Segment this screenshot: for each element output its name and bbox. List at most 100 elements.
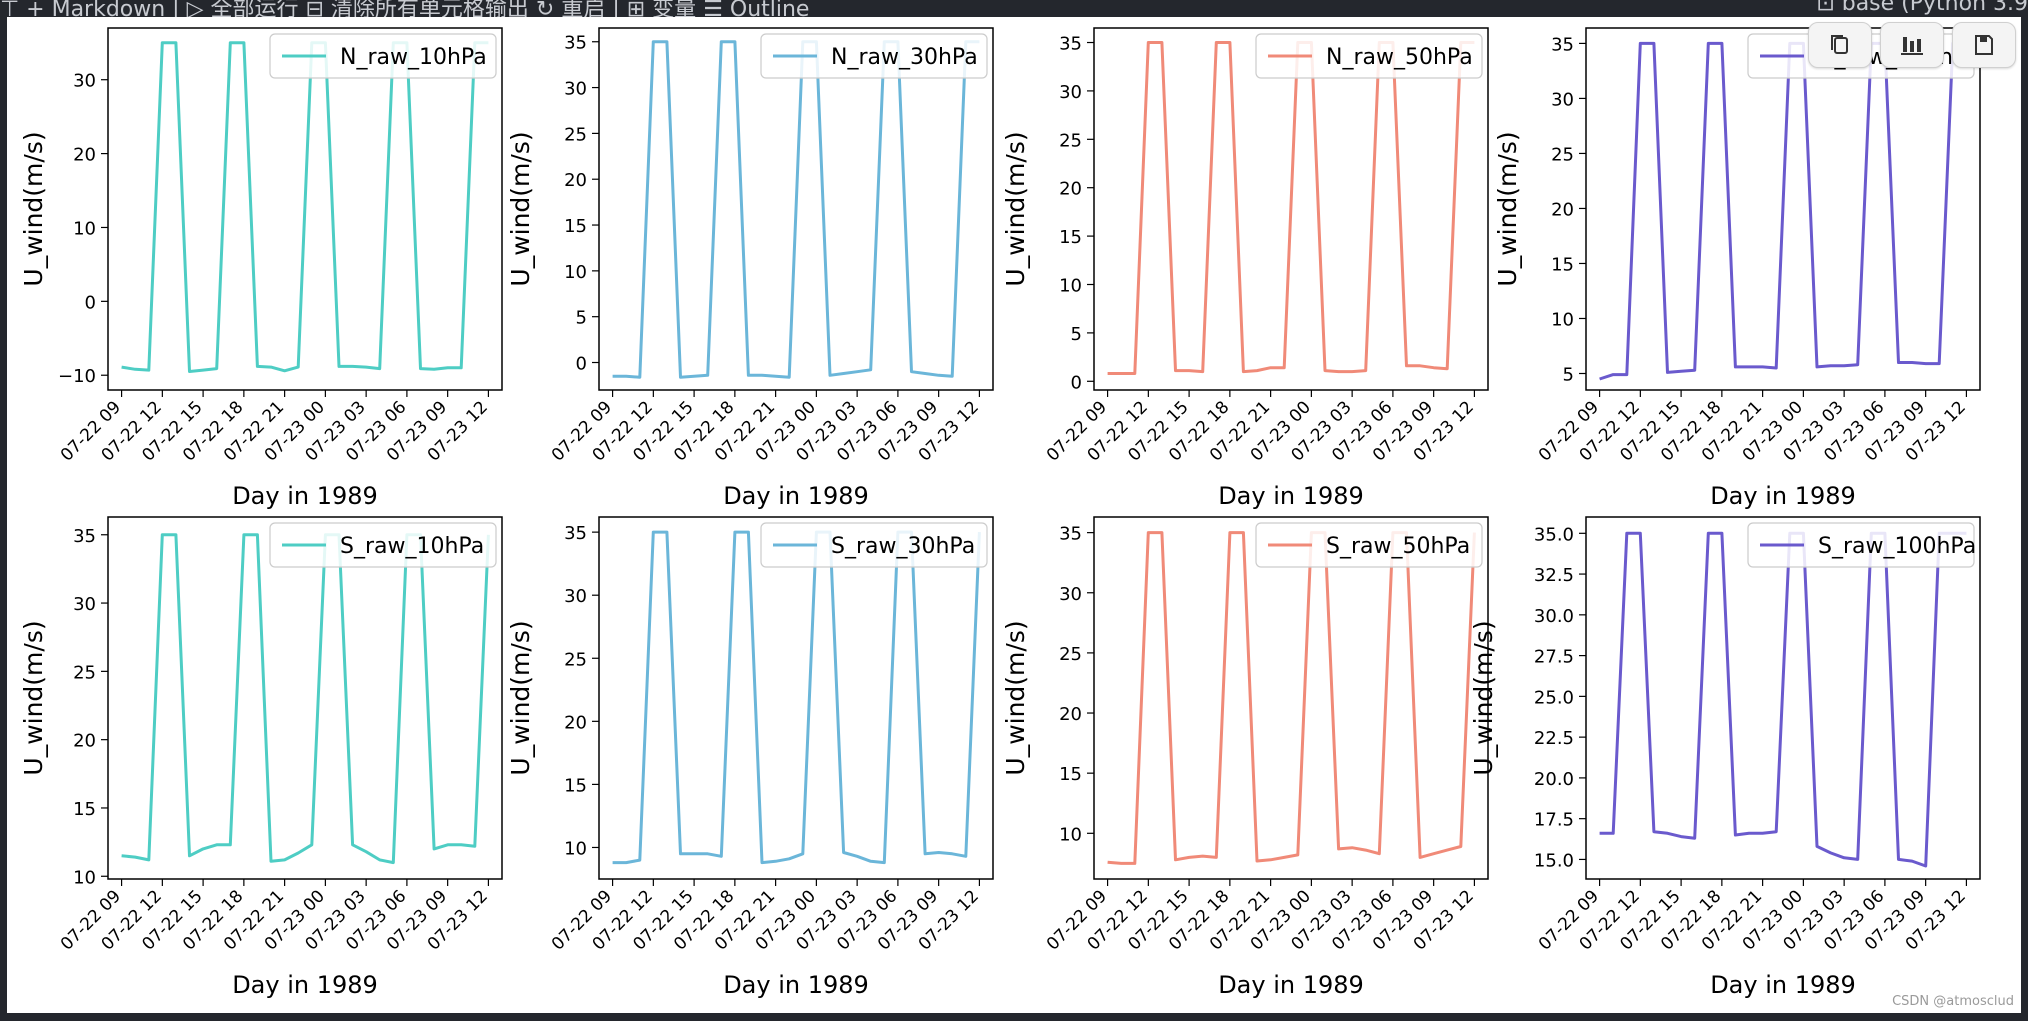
series-line xyxy=(1599,531,1967,868)
legend-box xyxy=(269,522,497,568)
y-tick-label: 10 xyxy=(73,867,96,888)
y-tick-label: 25 xyxy=(564,124,587,145)
y-tick-label: 25 xyxy=(564,649,587,670)
series-line xyxy=(1107,41,1475,375)
x-axis-label: Day in 1989 xyxy=(1218,971,1364,999)
y-tick-label: 15.0 xyxy=(1534,850,1574,871)
legend-label: N_raw_10hPa xyxy=(340,45,487,70)
legend-label: S_raw_100hPa xyxy=(1818,534,1976,559)
y-axis-label: U_wind(m/s) xyxy=(1001,620,1030,775)
legend-box xyxy=(1255,33,1483,79)
y-tick-label: 0 xyxy=(576,354,587,375)
axes-frame xyxy=(1093,516,1489,880)
copy-icon xyxy=(1831,35,1848,54)
y-axis-label: U_wind(m/s) xyxy=(19,131,48,286)
y-tick-label: 5 xyxy=(576,308,587,329)
y-tick-label: 15 xyxy=(1059,227,1082,248)
axes-frame xyxy=(107,27,503,391)
legend-label: S_raw_50hPa xyxy=(1326,534,1470,559)
y-tick-label: 0 xyxy=(1071,372,1082,393)
legend-box xyxy=(269,33,497,79)
legend-box xyxy=(760,33,988,79)
toolbar-actions[interactable]: ⊤ + Markdown | ▷ 全部运行 ⊟ 清除所有单元格输出 ↻ 重启 |… xyxy=(0,0,810,17)
legend-label: S_raw_30hPa xyxy=(831,534,975,559)
y-tick-label: 15 xyxy=(564,775,587,796)
y-tick-label: 30 xyxy=(564,79,587,100)
y-tick-label: 10 xyxy=(1059,275,1082,296)
y-tick-label: 35 xyxy=(1059,34,1082,55)
axes-frame xyxy=(1585,516,1981,880)
y-axis-label: U_wind(m/s) xyxy=(1469,620,1498,775)
y-tick-label: 35 xyxy=(564,523,587,544)
legend-label: S_raw_10hPa xyxy=(340,534,484,559)
y-tick-label: 20.0 xyxy=(1534,769,1574,790)
y-tick-label: 15 xyxy=(73,799,96,820)
x-axis-label: Day in 1989 xyxy=(1710,482,1856,510)
y-tick-label: 35 xyxy=(564,33,587,54)
series-line xyxy=(612,40,980,379)
x-axis-label: Day in 1989 xyxy=(232,482,378,510)
x-axis-label: Day in 1989 xyxy=(232,971,378,999)
y-tick-label: 35.0 xyxy=(1534,524,1574,545)
y-tick-label: 27.5 xyxy=(1534,647,1574,668)
y-tick-label: 32.5 xyxy=(1534,565,1574,586)
y-tick-label: −10 xyxy=(58,366,96,387)
y-tick-label: 25 xyxy=(1059,130,1082,151)
y-tick-label: 30 xyxy=(73,594,96,615)
y-tick-label: 15 xyxy=(1059,764,1082,785)
y-tick-label: 10 xyxy=(1059,824,1082,845)
y-tick-label: 30 xyxy=(73,71,96,92)
y-tick-label: 35 xyxy=(73,526,96,547)
y-tick-label: 5 xyxy=(1071,324,1082,345)
notebook-toolbar: ⊤ + Markdown | ▷ 全部运行 ⊟ 清除所有单元格输出 ↻ 重启 |… xyxy=(0,0,2028,17)
save-output-button[interactable] xyxy=(1952,22,2016,68)
output-toolbar xyxy=(1808,22,2024,68)
y-tick-label: 30 xyxy=(1059,82,1082,103)
y-axis-label: U_wind(m/s) xyxy=(19,620,48,775)
legend-box xyxy=(1747,522,1975,568)
y-tick-label: 20 xyxy=(73,145,96,166)
y-tick-label: 30 xyxy=(1059,584,1082,605)
axes-frame xyxy=(598,516,994,880)
y-tick-label: 35 xyxy=(1551,34,1574,55)
bottom-frame xyxy=(0,1013,2028,1021)
save-icon xyxy=(1975,35,1993,55)
axes-frame xyxy=(1093,27,1489,391)
right-frame xyxy=(2021,17,2028,1021)
y-tick-label: 10 xyxy=(1551,309,1574,330)
y-tick-label: 10 xyxy=(564,262,587,283)
legend-box xyxy=(1255,522,1483,568)
y-axis-label: U_wind(m/s) xyxy=(506,131,535,286)
chart-view-button[interactable] xyxy=(1880,22,1944,68)
left-frame xyxy=(0,17,7,1021)
chart-icon xyxy=(1901,37,1923,55)
x-axis-label: Day in 1989 xyxy=(723,482,869,510)
y-tick-label: 0 xyxy=(85,292,96,313)
y-tick-label: 15 xyxy=(1551,254,1574,275)
y-tick-label: 10 xyxy=(73,218,96,239)
x-axis-label: Day in 1989 xyxy=(1710,971,1856,999)
axes-frame xyxy=(598,27,994,391)
y-tick-label: 25.0 xyxy=(1534,687,1574,708)
watermark: CSDN @atmosclud xyxy=(1892,994,2014,1009)
series-line xyxy=(1599,41,1967,381)
copy-output-button[interactable] xyxy=(1808,22,1872,68)
y-tick-label: 20 xyxy=(1059,179,1082,200)
series-line xyxy=(121,533,490,865)
legend-label: N_raw_30hPa xyxy=(831,45,978,70)
y-tick-label: 22.5 xyxy=(1534,728,1574,749)
kernel-selector[interactable]: ⊡ base (Python 3.9 xyxy=(1816,0,2028,16)
y-tick-label: 30 xyxy=(564,586,587,607)
y-tick-label: 30.0 xyxy=(1534,606,1574,627)
legend-label: N_raw_50hPa xyxy=(1326,45,1473,70)
y-tick-label: 25 xyxy=(73,662,96,683)
y-tick-label: 35 xyxy=(1059,524,1082,545)
legend-box xyxy=(760,522,988,568)
y-tick-label: 25 xyxy=(1551,144,1574,165)
